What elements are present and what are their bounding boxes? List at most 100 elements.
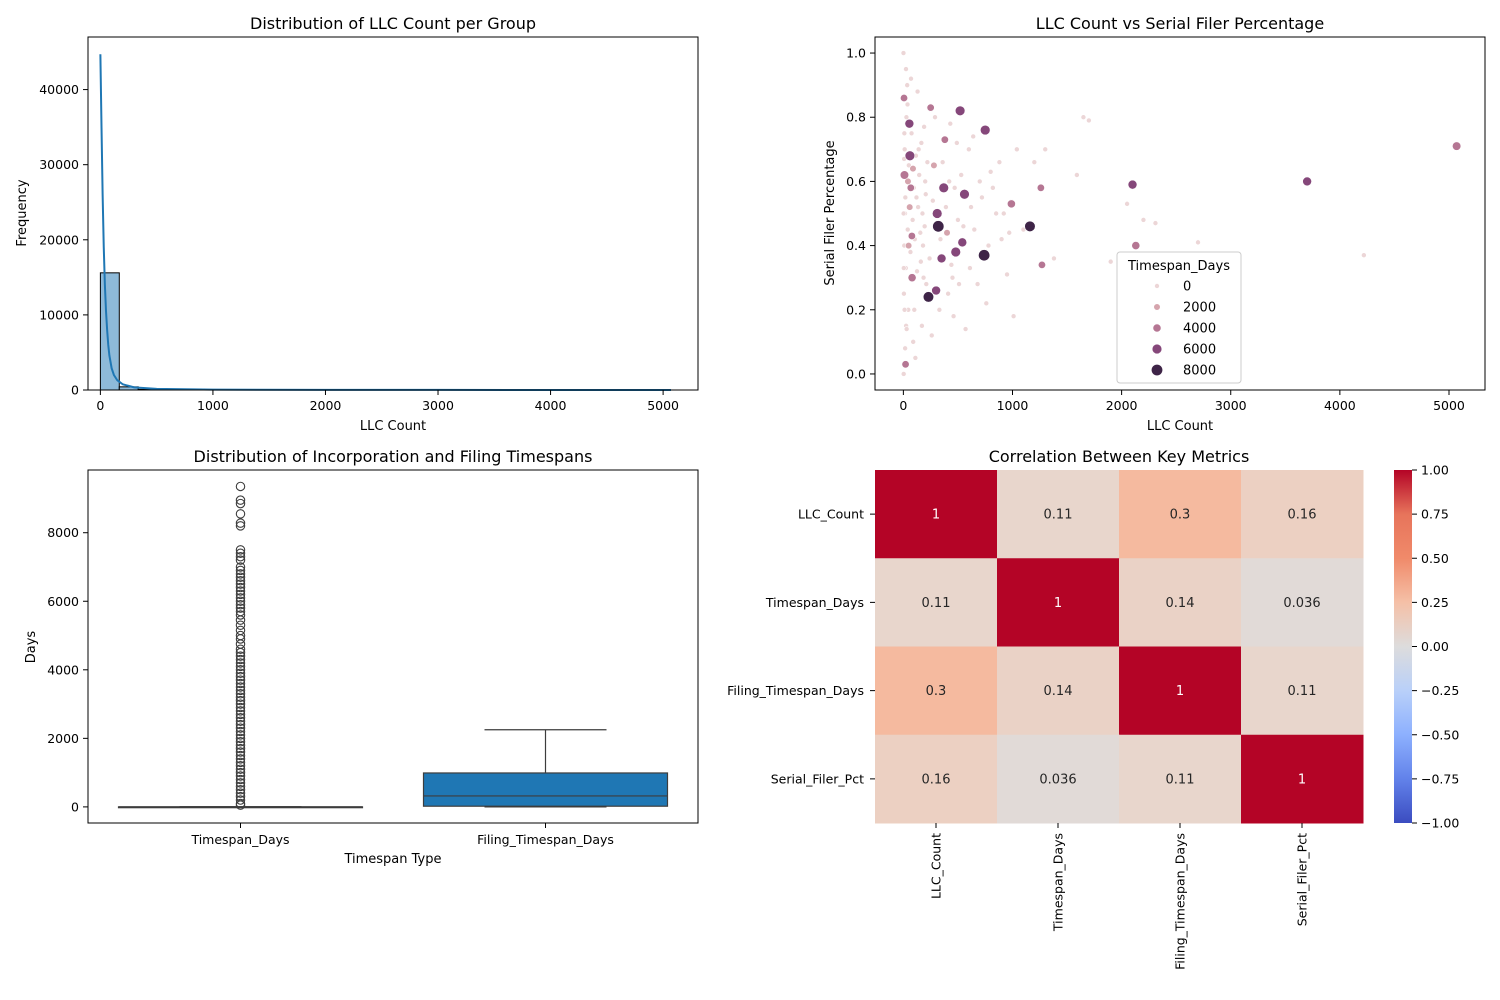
scatter-point: [921, 223, 928, 230]
box-outlier: [235, 518, 246, 528]
scatter-point: [985, 242, 992, 249]
box-outlier: [235, 761, 246, 771]
box-outlier: [235, 747, 246, 757]
scatter-point: [990, 185, 996, 191]
scatter-point: [914, 268, 920, 275]
box-outlier: [235, 733, 246, 744]
box-outlier: [235, 800, 246, 810]
scatter-point: [922, 291, 935, 303]
scatter-point: [1302, 176, 1312, 187]
histogram-axes-frame: [87, 36, 699, 391]
scatter-point: [1140, 217, 1147, 223]
box-outlier: [235, 569, 246, 579]
scatter-axes-frame: [874, 36, 1486, 391]
scatter-point: [1010, 313, 1017, 319]
colorbar-tick-label: −0.50: [1421, 727, 1459, 742]
scatter-point: [900, 50, 907, 56]
legend-marker: [1153, 303, 1161, 311]
scatter-point: [919, 210, 926, 217]
scatter-point: [983, 300, 990, 307]
heatmap-cell-label: 0.16: [922, 772, 951, 787]
scatter-point: [1086, 117, 1092, 124]
box-outlier: [235, 719, 246, 730]
box-outlier: [235, 757, 246, 768]
scatter-point: [1031, 159, 1038, 165]
legend-entries: 0 2000 4000 6000 8000: [1151, 280, 1216, 379]
heatmap-cell-label: 1: [1298, 772, 1306, 787]
scatter-point: [1037, 260, 1046, 269]
box-outlier: [235, 658, 246, 668]
scatter-y-tick-label: 0.6: [846, 174, 866, 189]
box-outlier: [235, 562, 246, 572]
box-outlier: [235, 634, 246, 644]
scatter-point: [907, 273, 917, 283]
heatmap-cell-label: 0.11: [922, 596, 951, 611]
box-outlier: [235, 603, 246, 613]
heatmap-cells: 1 0.11 0.3 0.16 0.11 1 0.14 0.036 0.3 0.14 1 0.11 0.…: [875, 470, 1364, 824]
box-outlier: [235, 551, 246, 562]
scatter-point: [951, 185, 958, 191]
box-outlier: [235, 767, 246, 778]
scatter-point: [904, 101, 911, 108]
heatmap-cell-label: 0.11: [1166, 772, 1195, 787]
box-outlier: [235, 774, 246, 785]
scatter-points: [899, 50, 1462, 377]
box-outlier: [235, 596, 246, 607]
scatter-y-tick-label: 0.4: [846, 238, 866, 253]
histogram-y-tick-label: 30000: [39, 157, 79, 172]
scatter-point: [967, 265, 973, 271]
legend-label: 8000: [1183, 364, 1216, 379]
scatter-point: [959, 189, 970, 200]
scatter-point: [1452, 141, 1462, 151]
scatter-panel: LLC Count vs Serial Filer Percentage 0 10…: [823, 14, 1486, 434]
histogram-y-tick-label: 40000: [39, 82, 79, 97]
box-outlier: [235, 723, 246, 733]
box-outlier: [235, 678, 246, 689]
heatmap-cell: [1119, 734, 1242, 824]
colorbar-tick-label: −1.00: [1421, 816, 1459, 831]
heatmap-cell-label: 1: [1054, 596, 1062, 611]
scatter-point: [928, 332, 935, 339]
scatter-point: [901, 130, 908, 137]
histogram-panel: Distribution of LLC Count per Group 0 100…: [15, 14, 699, 434]
histogram-x-ticks: 0 1000 2000 3000 4000 5000: [96, 390, 679, 413]
heatmap-cell-label: 1: [932, 508, 940, 523]
scatter-point: [1036, 183, 1045, 192]
box-outlier: [235, 481, 246, 492]
boxplot-axes-frame: [87, 469, 699, 824]
heatmap-cell-label: 0.14: [1166, 596, 1195, 611]
box-outlier: [235, 706, 246, 716]
box-outlier: [235, 795, 246, 805]
scatter-point: [913, 194, 920, 201]
histogram-x-tick-label: 0: [96, 398, 104, 413]
heatmap-cell-label: 0.036: [1283, 596, 1320, 611]
scatter-point: [901, 290, 907, 297]
box-outlier: [235, 682, 246, 692]
boxplot-x-axis-label: Timespan Type: [343, 852, 441, 867]
scatter-x-tick-label: 3000: [1215, 398, 1247, 413]
scatter-point: [915, 204, 921, 210]
scatter-point: [901, 360, 910, 369]
heatmap-x-tick-label: LLC_Count: [929, 833, 944, 899]
scatter-point: [956, 281, 962, 287]
scatter-legend: Timespan_Days 0 2000 4000 6000 8000: [1116, 251, 1242, 384]
heatmap-cell-label: 0.16: [1288, 508, 1317, 523]
scatter-point: [936, 306, 943, 313]
scatter-y-tick-label: 1.0: [846, 46, 866, 61]
heatmap-y-tick-label: Timespan_Days: [765, 595, 864, 610]
scatter-point: [901, 265, 907, 271]
scatter-point: [923, 281, 930, 287]
box-outlier: [235, 647, 246, 658]
box-outlier: [235, 555, 246, 565]
heatmap-y-tick-label: LLC_Count: [798, 507, 864, 522]
scatter-point: [902, 345, 908, 352]
heatmap-axis-labels: LLC_Count LLC_Count Timespan_Days Timespan_…: [727, 507, 1309, 970]
scatter-point: [1107, 258, 1114, 265]
boxplot-y-axis-label: Days: [24, 631, 39, 664]
box-outlier: [235, 661, 246, 672]
scatter-point: [916, 172, 922, 178]
scatter-x-tick-label: 5000: [1433, 398, 1465, 413]
scatter-point: [922, 191, 929, 198]
histogram-x-tick-label: 4000: [535, 398, 567, 413]
box-outlier: [235, 599, 246, 610]
